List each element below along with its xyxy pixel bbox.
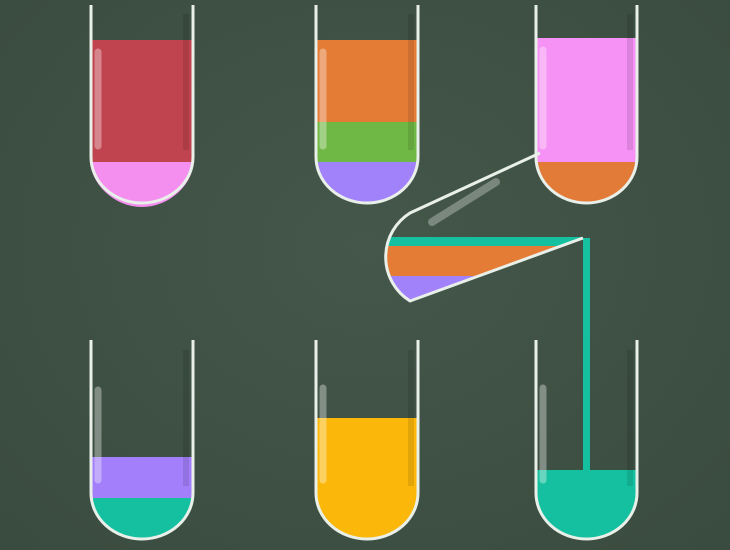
tube-2[interactable] bbox=[314, 5, 420, 205]
tube-3-liquid-pink bbox=[535, 38, 638, 162]
tube-6-liquid-teal bbox=[535, 470, 638, 498]
tube-4-liquid-teal bbox=[90, 494, 194, 540]
tube-5-liquid-yellow bbox=[315, 418, 419, 498]
tube-4-glass bbox=[89, 340, 195, 541]
tilted-tube-liquid-teal bbox=[385, 237, 583, 246]
tube-2-liquid-purple bbox=[315, 158, 419, 204]
tube-3-liquid-orange bbox=[535, 158, 638, 205]
tilted-tube-glass bbox=[384, 151, 584, 303]
tube-1-liquid-red bbox=[90, 40, 194, 162]
tilted-tube-liquid-orange bbox=[385, 246, 583, 276]
tilted-tube-highlight bbox=[428, 178, 500, 226]
tube-5[interactable] bbox=[314, 340, 420, 541]
tube-1-glass bbox=[89, 5, 195, 205]
tube-6[interactable] bbox=[534, 340, 639, 541]
pour-stream bbox=[583, 238, 590, 472]
tube-5-glass bbox=[314, 340, 420, 541]
tube-1[interactable] bbox=[89, 5, 195, 207]
tube-3-glass bbox=[534, 5, 639, 205]
tube-4-liquid-purple bbox=[90, 457, 194, 498]
tube-2-glass bbox=[314, 5, 420, 205]
tube-2-liquid-green bbox=[315, 122, 419, 162]
tube-6-glass bbox=[534, 340, 639, 541]
tube-4[interactable] bbox=[89, 340, 195, 541]
tilted-tube-liquid-purple bbox=[385, 276, 583, 301]
tube-3[interactable] bbox=[534, 5, 639, 205]
tube-2-liquid-orange bbox=[315, 40, 419, 122]
